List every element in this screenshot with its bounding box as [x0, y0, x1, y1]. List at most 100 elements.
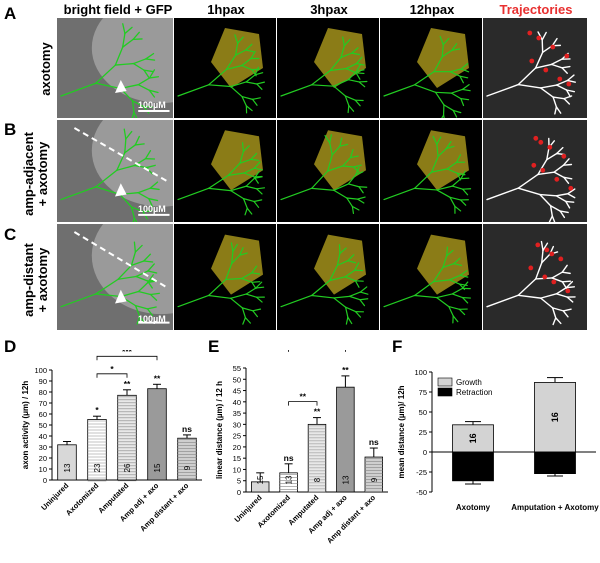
y-tick-label: 35	[233, 409, 241, 418]
fluorescence-image	[174, 120, 276, 222]
panel-letter-b: B	[4, 120, 17, 139]
n-label: 15	[153, 463, 162, 472]
significance-bracket	[288, 350, 346, 352]
bar	[177, 437, 197, 481]
significance-label: ns	[369, 437, 379, 447]
bar	[452, 451, 494, 482]
bar	[57, 444, 77, 481]
column-header-brightfield: bright field + GFP	[63, 2, 173, 17]
chart-f: -50 -25 0 25 50 75 100 mean distance (µm)/ 12h 1…	[397, 368, 599, 512]
brightfield-image	[57, 120, 173, 222]
n-label: 15	[256, 475, 265, 484]
bar	[250, 481, 270, 493]
tile-drawing	[60, 18, 173, 118]
n-label: 13	[341, 475, 350, 484]
y-tick-label: 10	[39, 465, 47, 474]
y-tick-label: 30	[39, 443, 47, 452]
tile-drawing	[177, 28, 265, 114]
legend-swatch	[437, 387, 453, 397]
significance-label: *	[95, 405, 99, 415]
significance-label: **	[154, 373, 161, 383]
column-header-12hpax: 12hpax	[409, 2, 455, 17]
n-label: 13	[63, 463, 72, 472]
y-tick-label: 100	[414, 368, 427, 377]
significance-label: ns	[284, 453, 294, 463]
tile-drawing	[383, 28, 471, 118]
tile-drawing	[483, 18, 587, 118]
y-tick-label: 25	[233, 432, 241, 441]
significance-bracket	[96, 373, 128, 378]
scale-bar-label: 100µM	[138, 100, 166, 110]
y-axis-label: axon activity (μm) / 12h	[21, 381, 30, 470]
scale-bar-label: 100µM	[138, 204, 166, 214]
row-label-line: + axotomy	[35, 141, 50, 207]
significance-label: **	[124, 379, 131, 389]
y-tick-label: 0	[43, 476, 47, 485]
trajectory-image	[483, 18, 587, 118]
row-label-line: amp-adjacent	[21, 132, 36, 216]
brightfield-image	[57, 224, 173, 330]
y-tick-label: 55	[233, 364, 241, 373]
tile-drawing	[280, 130, 368, 215]
y-tick-label: 40	[39, 432, 47, 441]
tile-drawing	[280, 28, 368, 114]
fluorescence-image	[174, 18, 276, 118]
tile-drawing	[383, 130, 472, 214]
category-label: Axotomized	[64, 481, 101, 518]
panel-letter-e: E	[208, 337, 220, 356]
y-tick-label: 20	[39, 454, 47, 463]
significance-bracket	[288, 401, 318, 406]
y-tick-label: 60	[39, 410, 47, 419]
bracket-label: *	[110, 364, 114, 374]
n-label: 23	[93, 463, 102, 472]
n-label: 13	[285, 475, 294, 484]
n-label: 26	[123, 463, 132, 472]
n-label: 9	[370, 477, 379, 482]
y-tick-label: 90	[39, 377, 47, 386]
brightfield-image	[57, 18, 173, 118]
y-tick-label: 15	[233, 454, 241, 463]
tile-drawing	[60, 224, 173, 325]
category-label: Uninjured	[39, 481, 70, 512]
y-tick-label: 0	[237, 488, 241, 497]
y-tick-label: 0	[423, 448, 427, 457]
panel-letter-c: C	[4, 225, 17, 244]
trajectory-image	[483, 120, 587, 222]
fluorescence-image	[380, 18, 482, 118]
y-tick-label: 80	[39, 388, 47, 397]
tile-drawing	[177, 234, 265, 325]
y-tick-label: 70	[39, 399, 47, 408]
y-axis-label: linear distance (µm) / 12 h	[215, 381, 224, 479]
y-tick-label: 50	[233, 375, 241, 384]
bracket-label: **	[299, 392, 306, 402]
column-header-3hpax: 3hpax	[310, 2, 348, 17]
category-label: Axotomy	[456, 503, 491, 512]
row-label-amp-adjacent: amp-adjacent + axotomy	[21, 130, 50, 218]
fluorescence-image	[277, 224, 379, 330]
y-tick-label: -25	[416, 468, 427, 477]
bar	[534, 451, 576, 475]
y-tick-label: 45	[233, 387, 241, 396]
legend-label: Retraction	[456, 388, 492, 397]
row-label-line: axotomy	[38, 42, 53, 96]
chart-e: 0 5 10 15 20 25 30 35 40 45 50 55 linear distance (µ…	[215, 350, 388, 545]
y-tick-label: 30	[233, 420, 241, 429]
n-label: 9	[183, 465, 192, 470]
tile-drawing	[280, 234, 369, 325]
y-tick-label: 50	[419, 408, 427, 417]
y-tick-label: -50	[416, 488, 427, 497]
y-tick-label: 100	[34, 366, 47, 375]
panel-letter-a: A	[4, 4, 17, 23]
significance-label: ns	[182, 424, 192, 434]
y-tick-label: 50	[39, 421, 47, 430]
significance-label: **	[342, 365, 349, 375]
row-label-line: amp-distant	[21, 243, 36, 317]
y-axis-label: mean distance (µm)/ 12h	[397, 385, 406, 478]
significance-bracket	[96, 355, 158, 361]
y-tick-label: 40	[233, 398, 241, 407]
y-tick-label: 5	[237, 477, 241, 486]
bar	[364, 456, 384, 493]
y-tick-label: 25	[419, 428, 427, 437]
fluorescence-image	[277, 120, 379, 222]
category-label: Amputation + Axotomy	[511, 503, 599, 512]
